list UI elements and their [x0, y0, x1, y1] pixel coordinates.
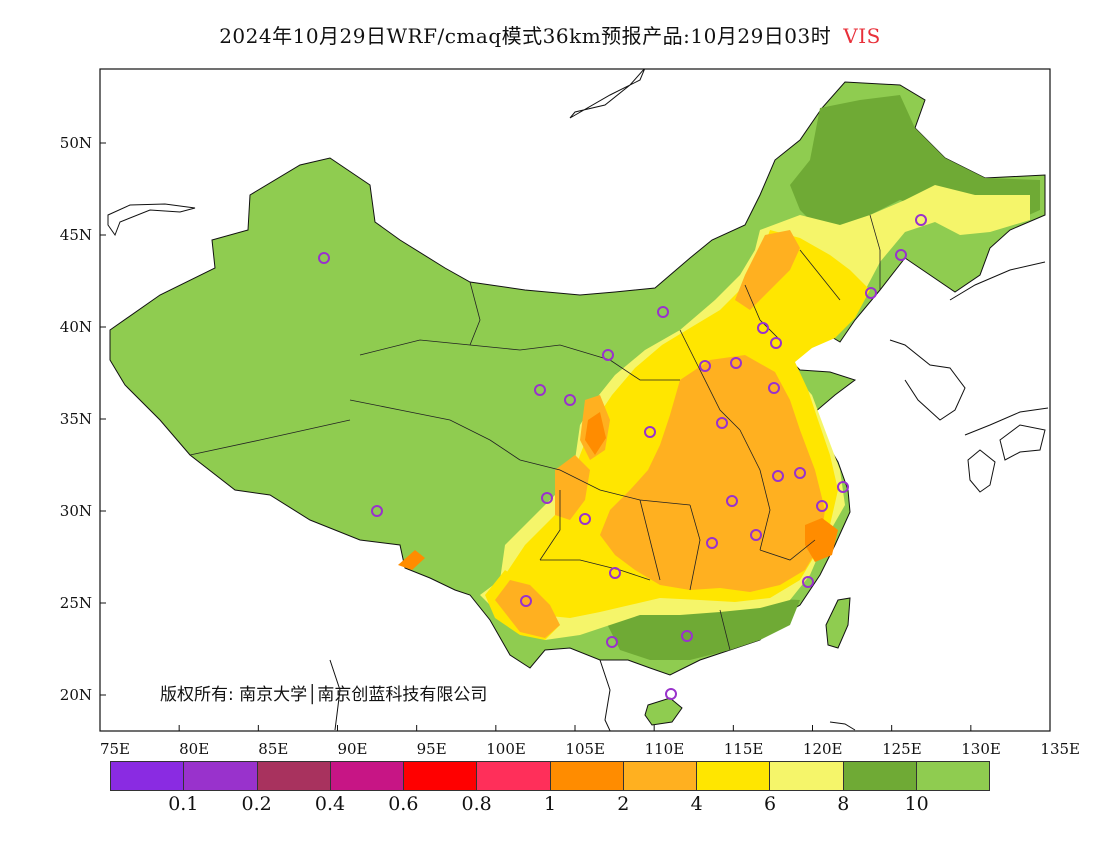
visibility-band-1-2-shaanxi	[585, 412, 606, 455]
visibility-band-2-4-hunan	[555, 455, 590, 520]
lon-tick-label: 85E	[258, 740, 288, 758]
station-marker	[564, 394, 576, 406]
legend-label: 4	[690, 793, 703, 815]
legend-swatch	[843, 762, 917, 790]
station-marker	[770, 337, 782, 349]
lon-tick-label: 110E	[645, 740, 685, 758]
lon-tick-label: 95E	[417, 740, 447, 758]
station-marker	[915, 214, 927, 226]
lat-tick-label: 45N	[60, 226, 92, 244]
station-marker	[520, 595, 532, 607]
lon-tick-label: 115E	[724, 740, 764, 758]
taiwan-island	[825, 597, 851, 649]
station-marker	[726, 495, 738, 507]
latitude-axis: 20N 25N 30N 35N 40N 45N 50N	[60, 134, 106, 704]
legend-swatch	[404, 762, 478, 790]
station-marker	[699, 360, 711, 372]
station-marker	[730, 357, 742, 369]
station-marker	[802, 576, 814, 588]
station-marker	[750, 529, 762, 541]
neighbor-coastlines	[107, 69, 1049, 731]
legend-label: 2	[617, 793, 630, 815]
visibility-band-2-4	[600, 355, 825, 592]
map-layers	[107, 69, 1049, 731]
station-marker	[609, 567, 621, 579]
legend-swatch	[111, 762, 185, 790]
legend-label: 6	[763, 793, 777, 815]
lat-tick-label: 35N	[60, 410, 92, 428]
legend-swatch	[330, 762, 404, 790]
visibility-band-1-2-zhejiang	[805, 518, 838, 562]
title-main: 2024年10月29日WRF/cmaq模式36km预报产品:10月29日03时	[219, 24, 832, 48]
legend-label: 10	[904, 793, 929, 815]
station-markers	[318, 214, 927, 700]
lon-tick-label: 100E	[486, 740, 526, 758]
station-marker	[794, 467, 806, 479]
legend-label: 0.8	[461, 793, 492, 815]
legend-label: 0.2	[241, 793, 272, 815]
hainan-island	[644, 697, 683, 726]
visibility-band-2-4-north	[735, 230, 800, 310]
visibility-band-2-4-sw	[495, 580, 560, 638]
lon-tick-label: 120E	[803, 740, 843, 758]
legend-swatch	[770, 762, 844, 790]
station-marker	[665, 688, 677, 700]
station-marker	[757, 322, 769, 334]
station-marker	[541, 492, 553, 504]
station-marker	[895, 249, 907, 261]
station-marker	[768, 382, 780, 394]
station-marker	[865, 287, 877, 299]
lat-tick-label: 40N	[60, 318, 92, 336]
legend-swatch	[477, 762, 551, 790]
province-borders	[189, 214, 881, 651]
lon-tick-label: 130E	[961, 740, 1001, 758]
lon-tick-label: 80E	[179, 740, 209, 758]
longitude-axis: 75E 80E 85E 90E 95E 100E 105E 110E 115E 120E 125E 1…	[99, 725, 1080, 758]
station-marker	[534, 384, 546, 396]
station-marker	[644, 426, 656, 438]
lon-tick-label: 125E	[882, 740, 922, 758]
station-marker	[837, 481, 849, 493]
legend-labels: 0.1 0.2 0.4 0.6 0.8 1 2 4 6 8 10	[110, 793, 990, 819]
station-marker	[318, 252, 330, 264]
copyright-text: 版权所有: 南京大学│南京创蓝科技有限公司	[160, 685, 488, 705]
legend-label: 0.4	[314, 793, 346, 815]
legend-swatch	[550, 762, 624, 790]
station-marker	[706, 537, 718, 549]
station-marker	[602, 349, 614, 361]
station-marker	[772, 470, 784, 482]
lat-tick-label: 25N	[60, 594, 92, 612]
lon-tick-label: 135E	[1040, 740, 1080, 758]
legend-swatch	[184, 762, 258, 790]
station-marker	[816, 500, 828, 512]
legend-label: 0.6	[388, 793, 419, 815]
lon-tick-label: 90E	[337, 740, 367, 758]
title-variable: VIS	[843, 24, 881, 48]
lon-tick-label: 75E	[100, 740, 130, 758]
lat-tick-label: 30N	[60, 502, 92, 520]
lat-tick-label: 20N	[60, 686, 92, 704]
station-marker	[606, 636, 618, 648]
lon-tick-label: 105E	[565, 740, 605, 758]
color-legend	[110, 761, 990, 791]
station-marker	[371, 505, 383, 517]
legend-swatch	[257, 762, 331, 790]
legend-label: 8	[837, 793, 850, 815]
legend-swatch	[623, 762, 697, 790]
legend-swatch	[697, 762, 771, 790]
visibility-band-1-2-tibet	[398, 550, 425, 570]
station-marker	[716, 417, 728, 429]
legend-swatch	[916, 762, 989, 790]
lat-tick-label: 50N	[60, 134, 92, 152]
legend-label: 0.1	[168, 793, 199, 815]
station-marker	[657, 306, 669, 318]
station-marker	[579, 513, 591, 525]
station-marker	[681, 630, 693, 642]
legend-label: 1	[543, 793, 557, 815]
chart-title: 2024年10月29日WRF/cmaq模式36km预报产品:10月29日03时 V…	[0, 20, 1100, 49]
